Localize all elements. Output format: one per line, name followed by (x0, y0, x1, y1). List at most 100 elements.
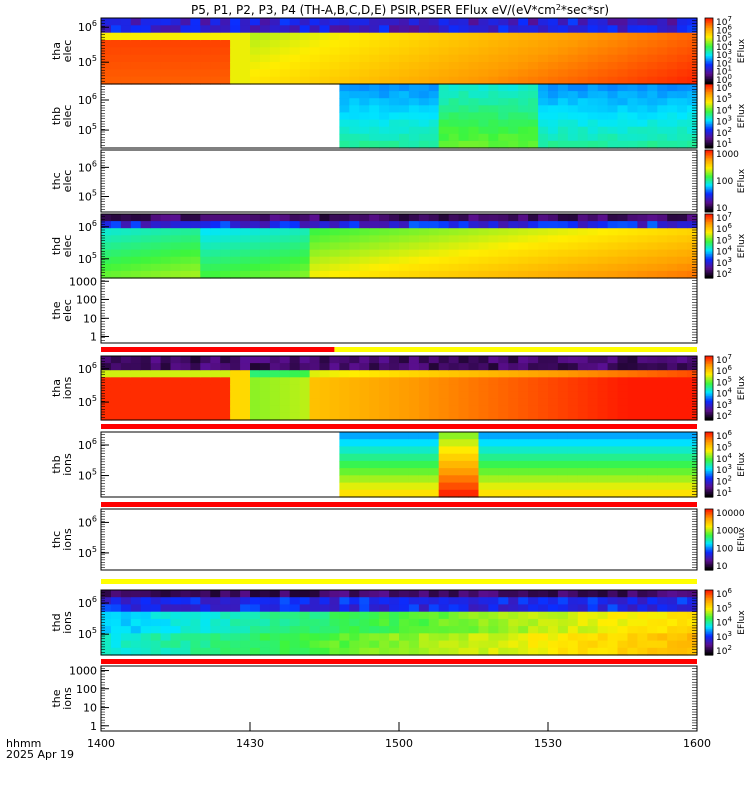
heatmap-cell (428, 432, 440, 440)
heatmap-cell (528, 249, 539, 258)
heatmap-cell (289, 405, 301, 414)
heatmap-cell (120, 40, 132, 48)
heatmap-cell (468, 453, 479, 462)
heatmap-cell (140, 384, 152, 393)
heatmap-cell (637, 432, 648, 440)
heatmap-cell (528, 263, 539, 272)
heatmap-cell (557, 76, 569, 85)
heatmap-cell (687, 405, 698, 414)
heatmap-cell (220, 76, 231, 85)
heatmap-cell (518, 475, 529, 484)
heatmap-cell (607, 249, 619, 258)
heatmap-cell (140, 611, 152, 620)
heatmap-cell (597, 242, 609, 251)
heatmap-cell (408, 363, 420, 371)
heatmap-cell (677, 47, 688, 56)
colorbar-band (705, 627, 713, 630)
heatmap-cell (667, 489, 678, 498)
heatmap-cell (587, 391, 599, 400)
heatmap-cell (488, 256, 499, 265)
heatmap-cell (617, 475, 628, 484)
heatmap-cell (379, 604, 390, 613)
heatmap-cell (319, 69, 330, 78)
heatmap-cell (597, 398, 609, 407)
heatmap-cell (220, 25, 231, 34)
colorbar-band (705, 542, 713, 545)
heatmap-cell (230, 405, 241, 414)
heatmap-cell (617, 263, 628, 272)
heatmap-cell (448, 370, 460, 378)
colorbar-band (705, 182, 713, 185)
heatmap-cell (110, 640, 122, 649)
heatmap-cell (577, 62, 589, 70)
heatmap-cell (538, 140, 549, 149)
heatmap-cell (349, 105, 360, 113)
heatmap-cell (498, 356, 509, 364)
heatmap-cell (160, 370, 172, 378)
heatmap-cell (577, 91, 589, 99)
heatmap-cell (289, 54, 301, 63)
heatmap-cell (567, 384, 579, 393)
heatmap-cell (468, 405, 479, 414)
heatmap-cell (379, 126, 390, 135)
heatmap-cell (160, 263, 172, 272)
heatmap-cell (379, 133, 390, 142)
probe-label: the (50, 301, 63, 319)
heatmap-cell (538, 482, 549, 491)
heatmap-cell (597, 105, 609, 113)
heatmap-cell (110, 32, 122, 41)
heatmap-cell (647, 640, 658, 649)
heatmap-cell (637, 618, 648, 627)
heatmap-cell (468, 468, 479, 476)
probe-label: thc (50, 531, 63, 548)
heatmap-cell (637, 228, 648, 236)
heatmap-cell (319, 640, 330, 649)
heatmap-cell (438, 611, 450, 620)
heatmap-cell (627, 242, 638, 251)
heatmap-cell (677, 590, 688, 598)
heatmap-cell (170, 221, 181, 229)
heatmap-cell (160, 221, 172, 229)
heatmap-cell (180, 47, 191, 56)
heatmap-cell (418, 84, 430, 92)
colorbar-band (705, 184, 713, 187)
heatmap-cell (110, 597, 122, 605)
heatmap-cell (488, 626, 499, 634)
heatmap-cell (289, 76, 301, 85)
heatmap-cell (667, 242, 678, 251)
heatmap-cell (468, 32, 479, 41)
heatmap-cell (130, 228, 142, 236)
heatmap-cell (557, 18, 569, 26)
heatmap-cell (408, 47, 420, 56)
heatmap-cell (577, 18, 589, 26)
heatmap-cell (200, 263, 211, 272)
heatmap-cell (488, 140, 499, 149)
colorbar-band (705, 469, 713, 472)
heatmap-cell (538, 590, 549, 598)
heatmap-cell (160, 618, 172, 627)
heatmap-cell (478, 256, 489, 265)
heatmap-cell (210, 398, 221, 407)
heatmap-cell (279, 221, 291, 229)
heatmap-cell (309, 647, 321, 656)
heatmap-cell (498, 140, 509, 149)
heatmap-cell (120, 370, 132, 378)
heatmap-cell (627, 235, 638, 243)
heatmap-cell (577, 384, 589, 393)
heatmap-cell (319, 249, 330, 258)
heatmap-cell (130, 214, 142, 222)
heatmap-cell (617, 235, 628, 243)
heatmap-cell (508, 405, 519, 414)
heatmap-cell (687, 249, 698, 258)
colorbar-band (705, 519, 713, 522)
heatmap-cell (389, 235, 400, 243)
heatmap-cell (448, 405, 460, 414)
heatmap-cell (557, 249, 569, 258)
heatmap-cell (468, 647, 479, 656)
heatmap-cell (389, 112, 400, 121)
heatmap-cell (379, 590, 390, 598)
heatmap-cell (359, 398, 370, 407)
heatmap-cell (359, 25, 370, 34)
heatmap-cell (299, 363, 311, 371)
heatmap-cell (607, 54, 619, 63)
